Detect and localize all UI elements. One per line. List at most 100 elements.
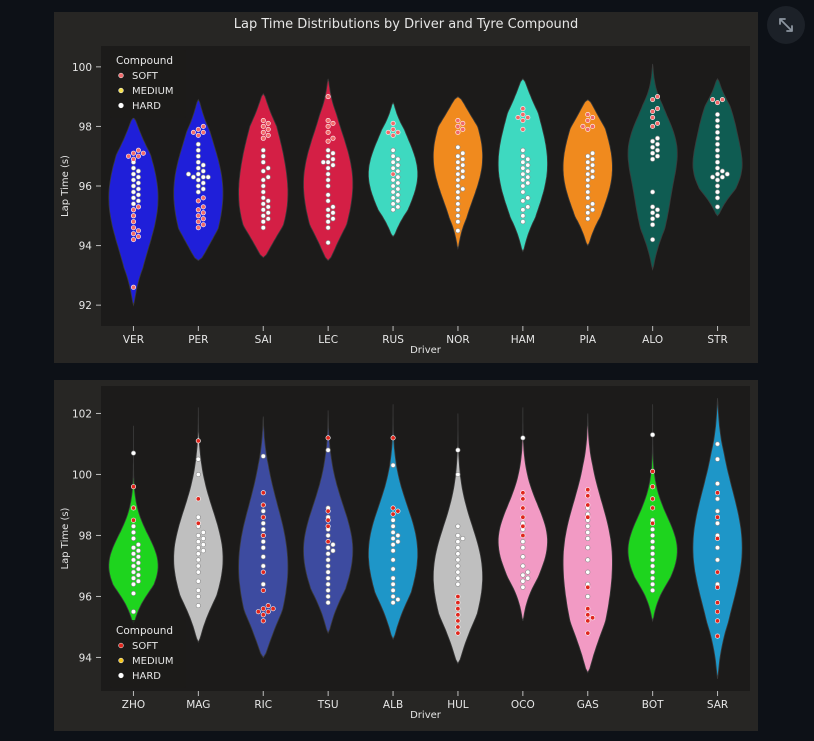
point-hard [131, 195, 137, 201]
point-hard [325, 147, 331, 153]
point-soft [714, 633, 720, 639]
point-hard [714, 159, 720, 165]
point-soft [200, 222, 206, 228]
point-hard [455, 563, 461, 569]
point-hard [390, 548, 396, 554]
point-hard [585, 545, 591, 551]
point-hard [135, 174, 141, 180]
point-soft [590, 115, 596, 121]
point-hard [186, 171, 192, 177]
point-soft [520, 496, 526, 502]
point-hard [390, 147, 396, 153]
point-hard [195, 533, 201, 539]
point-soft [585, 606, 591, 612]
point-hard [585, 153, 591, 159]
point-hard [260, 520, 266, 526]
point-hard [585, 165, 591, 171]
point-hard [590, 174, 596, 180]
point-hard [585, 529, 591, 535]
point-soft [585, 630, 591, 636]
point-soft [714, 536, 720, 542]
point-hard [455, 569, 461, 575]
point-hard [714, 123, 720, 129]
point-hard [390, 542, 396, 548]
point-soft [650, 520, 656, 526]
x-axis-label: Driver [410, 710, 442, 721]
point-soft [325, 508, 331, 514]
point-hard [455, 447, 461, 453]
y-axis-label: Lap Time (s) [60, 507, 71, 569]
point-hard [460, 536, 466, 542]
legend-title: Compound [116, 55, 173, 67]
point-hard [325, 177, 331, 183]
violin-gas [562, 413, 613, 674]
point-hard [200, 180, 206, 186]
point-hard [325, 225, 331, 231]
point-hard [395, 168, 401, 174]
point-hard [714, 135, 720, 141]
point-soft [654, 106, 660, 112]
point-soft [325, 539, 331, 545]
point-hard [714, 153, 720, 159]
point-hard [131, 529, 137, 535]
point-hard [260, 201, 266, 207]
point-hard [455, 165, 461, 171]
point-hard [455, 219, 461, 225]
point-hard [525, 162, 531, 168]
point-soft [260, 135, 266, 141]
y-tick-label: 98 [79, 530, 92, 542]
point-soft [131, 156, 137, 162]
point-soft [455, 123, 461, 129]
legend-label: MEDIUM [132, 656, 174, 667]
point-hard [520, 435, 526, 441]
point-soft [520, 533, 526, 539]
point-soft [135, 153, 141, 159]
point-hard [260, 183, 266, 189]
legend-marker [118, 72, 124, 79]
point-hard [455, 228, 461, 234]
point-hard [714, 520, 720, 526]
point-hard [714, 171, 720, 177]
point-hard [260, 554, 266, 560]
point-hard [390, 517, 396, 523]
point-hard [719, 174, 725, 180]
point-hard [325, 192, 331, 198]
chart-panel-top: Lap Time Distributions by Driver and Tyr… [54, 12, 758, 363]
point-hard [325, 533, 331, 539]
point-hard [135, 186, 141, 192]
point-soft [126, 153, 132, 159]
point-hard [200, 162, 206, 168]
point-soft [525, 115, 531, 121]
point-hard [265, 198, 271, 204]
point-hard [395, 198, 401, 204]
point-hard [325, 569, 331, 575]
chart-panel-bottom: Driver Lap Time (s) 94 96 98 100 102 ZHO MAG RIC T… [54, 380, 758, 731]
point-hard [135, 566, 141, 572]
point-soft [455, 630, 461, 636]
point-hard [520, 153, 526, 159]
point-hard [455, 171, 461, 177]
point-hard [719, 168, 725, 174]
expand-button[interactable] [767, 6, 805, 44]
x-tick-label: RIC [254, 699, 272, 711]
point-hard [520, 584, 526, 590]
point-soft [140, 150, 146, 156]
point-hard [650, 533, 656, 539]
x-tick-label: HAM [511, 334, 535, 346]
legend-label: MEDIUM [132, 86, 174, 97]
point-hard [200, 174, 206, 180]
point-soft [135, 204, 141, 210]
point-soft [585, 502, 591, 508]
point-hard [650, 210, 656, 216]
point-hard [460, 156, 466, 162]
point-hard [330, 548, 336, 554]
point-hard [131, 557, 137, 563]
legend-title: Compound [116, 625, 173, 637]
x-tick-label: SAR [707, 699, 728, 711]
point-soft [585, 493, 591, 499]
point-soft [654, 120, 660, 126]
point-hard [260, 581, 266, 587]
point-hard [585, 569, 591, 575]
point-soft [455, 129, 461, 135]
point-hard [650, 581, 656, 587]
